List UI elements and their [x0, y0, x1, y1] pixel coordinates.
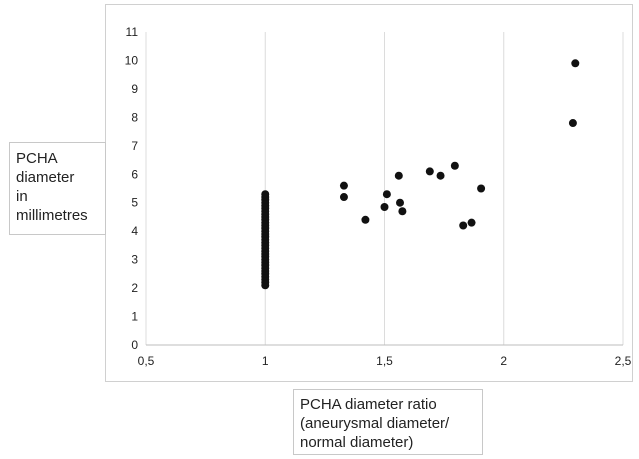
x-tick-label: 2,5 [615, 354, 632, 368]
data-point [425, 167, 434, 176]
x-axis-label-line: PCHA diameter ratio [300, 396, 437, 413]
data-point [459, 221, 468, 230]
y-axis-label-line: in [16, 188, 28, 205]
data-point [394, 171, 403, 180]
y-tick-label: 11 [126, 25, 139, 39]
y-axis-label: PCHA diameter in millimetres [9, 142, 106, 235]
chart-frame: 0 1 2 3 4 5 6 7 8 9 10 11 0,5 1 1,5 2 2,5 [105, 4, 633, 382]
y-tick-label: 7 [131, 139, 138, 153]
scatter-plot: 0 1 2 3 4 5 6 7 8 9 10 11 0,5 1 1,5 2 2,5 [125, 25, 632, 368]
data-point [568, 119, 577, 128]
y-axis-label-line: diameter [16, 169, 75, 186]
data-point [436, 171, 445, 180]
y-tick-label: 8 [131, 110, 138, 124]
y-tick-label: 3 [131, 253, 138, 267]
data-point [571, 59, 580, 68]
x-tick-label: 1 [262, 354, 269, 368]
y-axis-label-line: PCHA [16, 150, 58, 167]
data-point [361, 215, 370, 224]
y-tick-label: 9 [131, 82, 138, 96]
x-tick-label: 1,5 [376, 354, 393, 368]
data-point [396, 198, 405, 207]
x-axis-label: PCHA diameter ratio (aneurysmal diameter… [293, 389, 483, 455]
y-tick-label: 5 [131, 196, 138, 210]
data-point [467, 218, 476, 227]
y-tick-label: 4 [131, 224, 138, 238]
data-point [339, 181, 348, 190]
y-tick-label: 1 [131, 310, 138, 324]
data-point [380, 202, 389, 211]
y-axis-label-line: millimetres [16, 207, 88, 224]
y-tick-label: 10 [125, 53, 139, 67]
x-tick-label: 2 [500, 354, 507, 368]
data-point [450, 161, 459, 170]
x-axis-label-line: normal diameter) [300, 434, 414, 451]
x-tick-label: 0,5 [138, 354, 155, 368]
x-axis-label-line: (aneurysmal diameter/ [300, 415, 450, 432]
data-point [382, 190, 391, 199]
data-point [261, 190, 270, 199]
y-tick-label: 2 [131, 281, 138, 295]
y-tick-label: 0 [131, 338, 138, 352]
data-point [398, 207, 407, 216]
y-tick-label: 6 [131, 167, 138, 181]
data-point [477, 184, 486, 193]
data-point [339, 193, 348, 202]
